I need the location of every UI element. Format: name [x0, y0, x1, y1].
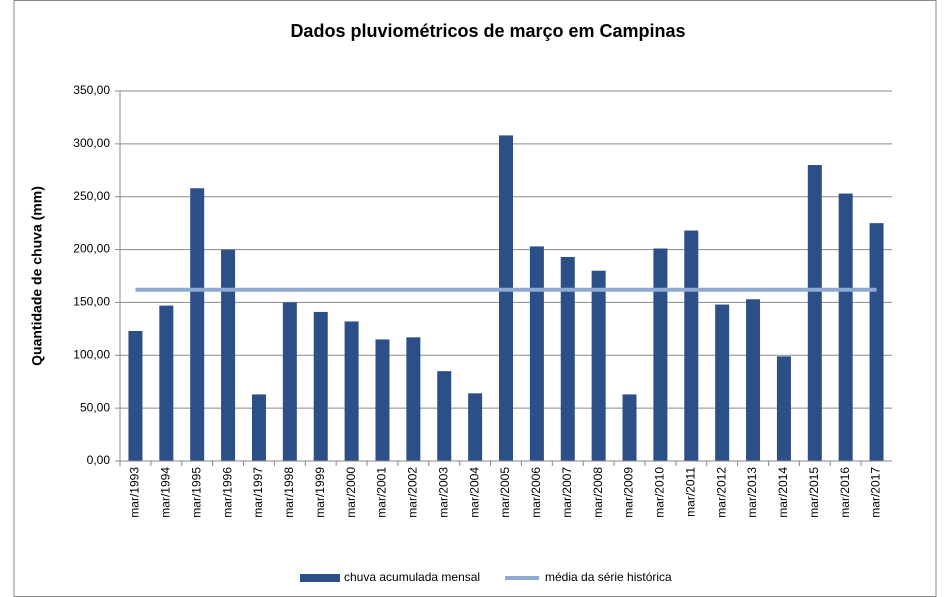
bar [313, 311, 328, 461]
x-tick-label: mar/2003 [436, 467, 450, 518]
x-tick-label: mar/2010 [653, 467, 667, 518]
x-tick-label: mar/2013 [745, 467, 759, 518]
bar [529, 246, 544, 461]
bar [128, 330, 143, 461]
y-tick-label: 50,00 [80, 400, 110, 414]
bar [653, 248, 668, 461]
bar [807, 165, 822, 461]
x-tick-label: mar/2006 [529, 467, 543, 518]
x-tick-label: mar/2005 [498, 467, 512, 518]
y-axis-label: Quantidade de chuva (mm) [29, 186, 45, 366]
bar [715, 304, 730, 461]
legend-label: chuva acumulada mensal [344, 570, 480, 584]
x-tick-label: mar/2007 [560, 467, 574, 518]
chart-title: Dados pluviométricos de março em Campina… [290, 21, 685, 41]
x-tick-label: mar/1997 [251, 467, 265, 518]
bar [838, 193, 853, 462]
bar [684, 230, 699, 461]
x-tick-label: mar/1996 [220, 467, 234, 518]
bar [375, 339, 390, 461]
x-tick-label: mar/1995 [189, 467, 203, 518]
x-tick-label: mar/2001 [375, 467, 389, 518]
bar [437, 371, 452, 461]
bar [560, 256, 575, 461]
bar [344, 321, 359, 461]
y-tick-label: 200,00 [73, 242, 110, 256]
bar [622, 394, 637, 461]
x-tick-label: mar/2002 [406, 467, 420, 518]
bar [159, 305, 174, 461]
bar [591, 270, 606, 461]
bar [406, 337, 421, 461]
x-tick-label: mar/2008 [591, 467, 605, 518]
x-tick-label: mar/2017 [869, 467, 883, 518]
y-tick-label: 300,00 [73, 136, 110, 150]
bar [221, 249, 236, 461]
bar [869, 223, 884, 461]
x-tick-label: mar/2004 [467, 467, 481, 518]
x-tick-label: mar/2015 [807, 467, 821, 518]
x-tick-label: mar/2012 [714, 467, 728, 518]
bar [746, 299, 761, 461]
y-tick-label: 250,00 [73, 189, 110, 203]
bar [190, 188, 205, 461]
x-tick-label: mar/1993 [128, 467, 142, 518]
x-tick-label: mar/2000 [344, 467, 358, 518]
bar [251, 394, 266, 461]
bar [499, 135, 513, 461]
legend-swatch [300, 574, 340, 582]
bar [282, 302, 297, 461]
x-tick-label: mar/2016 [838, 467, 852, 518]
x-tick-label: mar/1998 [282, 467, 296, 518]
x-tick-label: mar/1994 [158, 467, 172, 518]
bar [468, 393, 483, 461]
x-tick-label: mar/2009 [622, 467, 636, 518]
x-tick-label: mar/1999 [313, 467, 327, 518]
y-tick-label: 100,00 [73, 347, 110, 361]
chart-frame [13, 0, 937, 597]
y-tick-label: 150,00 [73, 295, 110, 309]
x-tick-label: mar/2014 [776, 467, 790, 518]
bar [776, 356, 791, 461]
y-tick-label: 350,00 [73, 83, 110, 97]
x-tick-label: mar/2011 [683, 467, 697, 517]
legend-label: média da série histórica [545, 570, 672, 584]
y-tick-label: 0,00 [87, 453, 111, 467]
